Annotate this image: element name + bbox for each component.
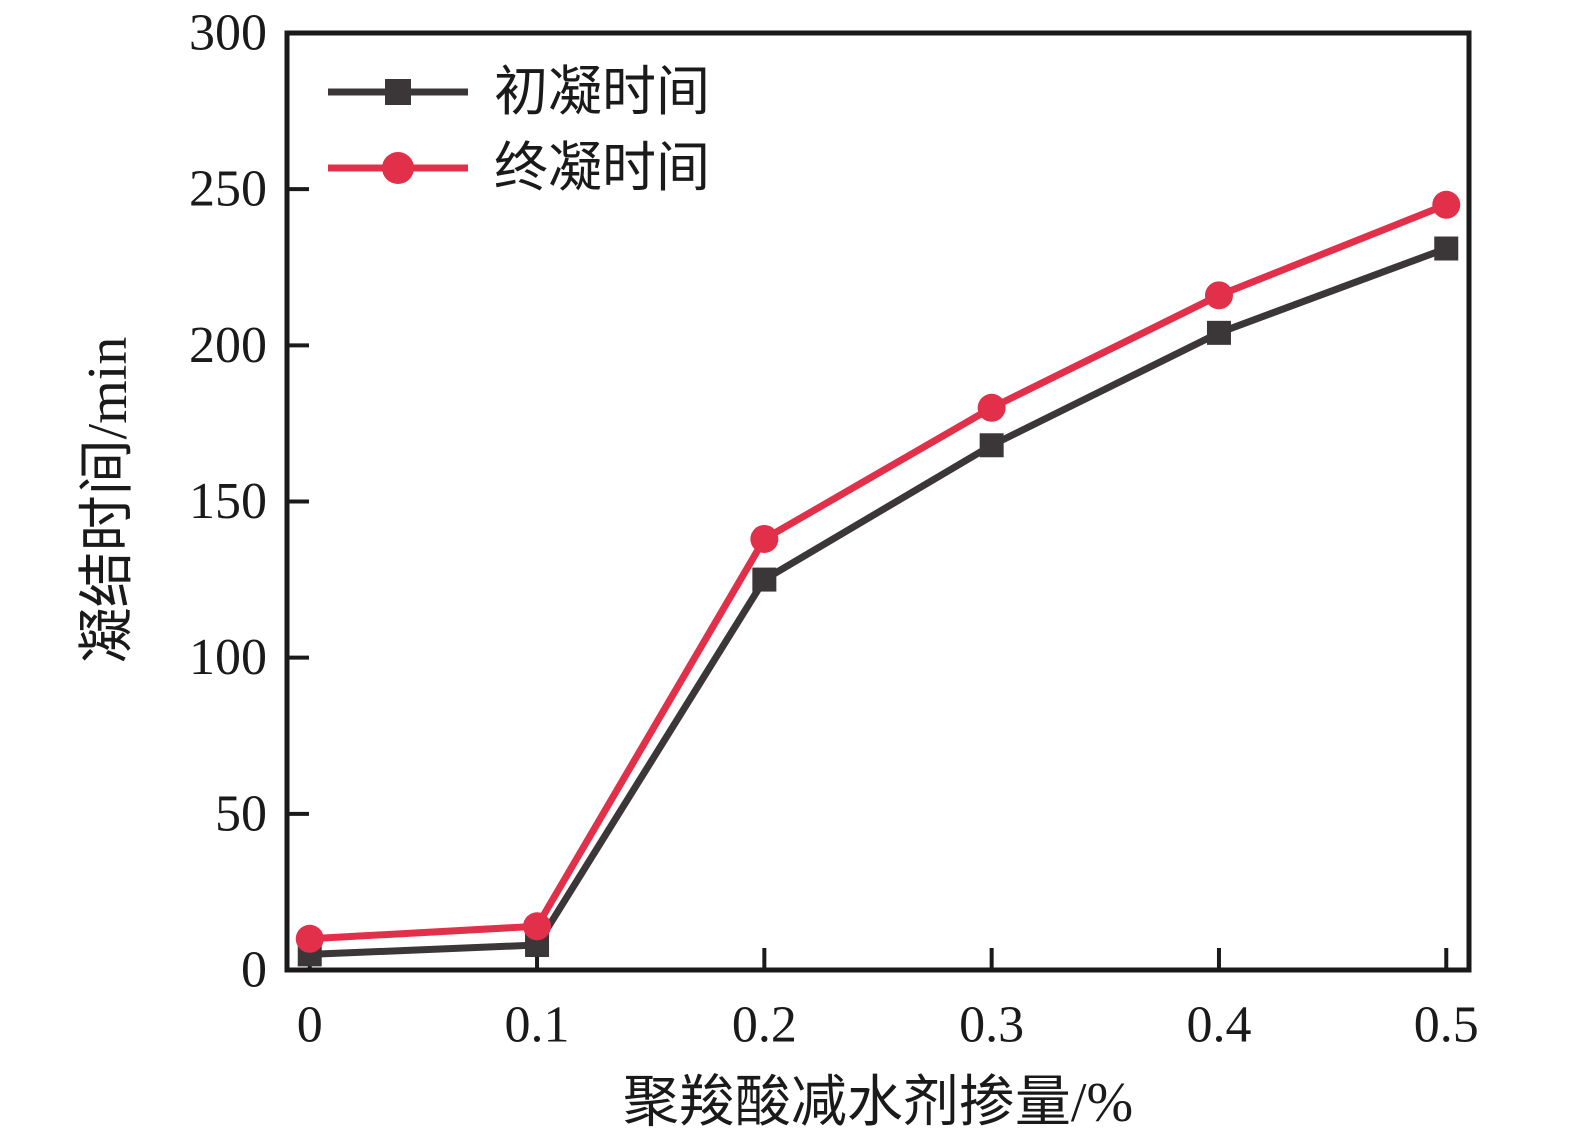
y-tick-label: 200 xyxy=(189,317,267,374)
series-line-final-setting-time xyxy=(309,201,1448,943)
x-tick-label: 0.5 xyxy=(1414,997,1479,1054)
y-tick-label: 150 xyxy=(189,473,267,530)
data-point-marker-final-setting-time xyxy=(523,912,552,941)
data-point-marker-initial-setting-time xyxy=(1434,236,1459,261)
data-point-marker-initial-setting-time xyxy=(1206,320,1231,345)
data-point-marker-final-setting-time xyxy=(750,524,779,553)
data-point-marker-final-setting-time xyxy=(1204,281,1233,310)
x-tick-label: 0.4 xyxy=(1186,997,1251,1054)
x-tick-label: 0.2 xyxy=(732,997,797,1054)
series-line-initial-setting-time xyxy=(309,245,1448,958)
legend-marker-initial-setting-time xyxy=(385,79,411,105)
y-axis-title: 凝结时间/min xyxy=(77,337,139,664)
y-tick-label: 50 xyxy=(215,785,267,842)
data-point-marker-initial-setting-time xyxy=(979,433,1004,458)
legend-label-final-setting-time: 终凝时间 xyxy=(494,138,710,198)
data-point-marker-final-setting-time xyxy=(1432,190,1461,219)
data-point-marker-final-setting-time xyxy=(977,393,1006,422)
legend-marker-final-setting-time xyxy=(382,152,414,184)
data-point-marker-final-setting-time xyxy=(295,924,324,953)
data-point-marker-initial-setting-time xyxy=(752,567,777,592)
x-tick-label: 0 xyxy=(297,997,323,1054)
x-axis-title: 聚羧酸减水剂掺量/% xyxy=(623,1072,1133,1134)
plot-frame xyxy=(284,30,1472,973)
y-tick-label: 250 xyxy=(189,161,267,218)
x-tick-label: 0.1 xyxy=(505,997,570,1054)
legend-label-initial-setting-time: 初凝时间 xyxy=(494,62,710,122)
y-tick-label: 100 xyxy=(189,629,267,686)
y-tick-label: 300 xyxy=(189,5,267,62)
x-tick-label: 0.3 xyxy=(959,997,1024,1054)
y-tick-label: 0 xyxy=(241,942,267,999)
